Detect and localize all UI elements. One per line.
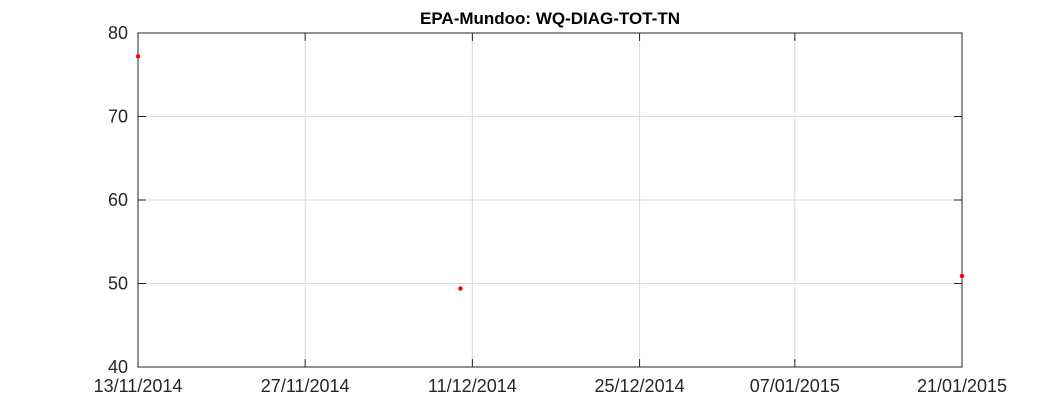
data-points [135, 54, 965, 291]
x-tick-label: 25/12/2014 [595, 376, 685, 396]
y-tick-label: 50 [108, 274, 128, 294]
x-tick-label: 07/01/2015 [750, 376, 840, 396]
y-tick-label: 70 [108, 107, 128, 127]
y-tick-label: 80 [108, 23, 128, 43]
y-tick-label: 40 [108, 357, 128, 377]
x-tick-label: 21/01/2015 [917, 376, 1007, 396]
data-point [458, 286, 463, 291]
x-tick-label: 11/12/2014 [428, 376, 517, 396]
y-tick-label: 60 [108, 190, 128, 210]
x-tick-label: 27/11/2014 [261, 376, 350, 396]
grid [138, 33, 962, 367]
x-tick-label: 13/11/2014 [94, 376, 183, 396]
axis-ticks: 13/11/2014 27/11/2014 11/12/2014 25/12/2014… [94, 23, 1007, 396]
chart-title: EPA-Mundoo: WQ-DIAG-TOT-TN [420, 9, 680, 28]
data-point [135, 54, 141, 59]
data-point [959, 273, 965, 279]
